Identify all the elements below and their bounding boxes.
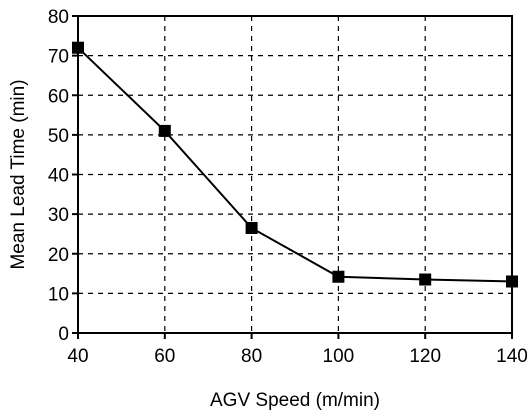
x-tick-label: 140 bbox=[496, 346, 528, 367]
data-point-marker bbox=[506, 275, 518, 288]
data-point-marker bbox=[419, 273, 432, 286]
y-tick-label: 40 bbox=[48, 166, 69, 187]
axes: 0 10 20 30 40 50 60 70 80 40 60 80 100 120 140 bbox=[48, 7, 528, 367]
y-tick-label: 60 bbox=[48, 86, 69, 107]
x-axis-title: AGV Speed (m/min) bbox=[210, 390, 380, 411]
labels: AGV Speed (m/min) Mean Lead Time (min) bbox=[8, 79, 380, 411]
plot-frame bbox=[77, 15, 513, 334]
grid bbox=[78, 16, 512, 333]
y-tick-label: 0 bbox=[58, 324, 69, 345]
x-tick-label: 80 bbox=[241, 346, 262, 367]
y-tick-label: 50 bbox=[48, 126, 69, 147]
y-tick-label: 30 bbox=[48, 205, 69, 226]
series-line bbox=[77, 46, 513, 283]
data-point-marker bbox=[158, 124, 171, 137]
data-point-marker bbox=[332, 270, 345, 283]
y-tick-label: 20 bbox=[48, 245, 69, 266]
series-layer bbox=[72, 41, 518, 288]
x-tick-label: 40 bbox=[67, 346, 88, 367]
x-tick-label: 100 bbox=[323, 346, 355, 367]
x-tick-label: 60 bbox=[154, 346, 175, 367]
y-tick-label: 10 bbox=[48, 284, 69, 305]
data-point-marker bbox=[72, 41, 84, 54]
y-axis-title: Mean Lead Time (min) bbox=[8, 79, 29, 269]
data-point-marker bbox=[245, 221, 258, 234]
y-tick-label: 70 bbox=[48, 47, 69, 68]
x-tick-label: 120 bbox=[409, 346, 441, 367]
y-tick-label: 80 bbox=[48, 7, 69, 28]
